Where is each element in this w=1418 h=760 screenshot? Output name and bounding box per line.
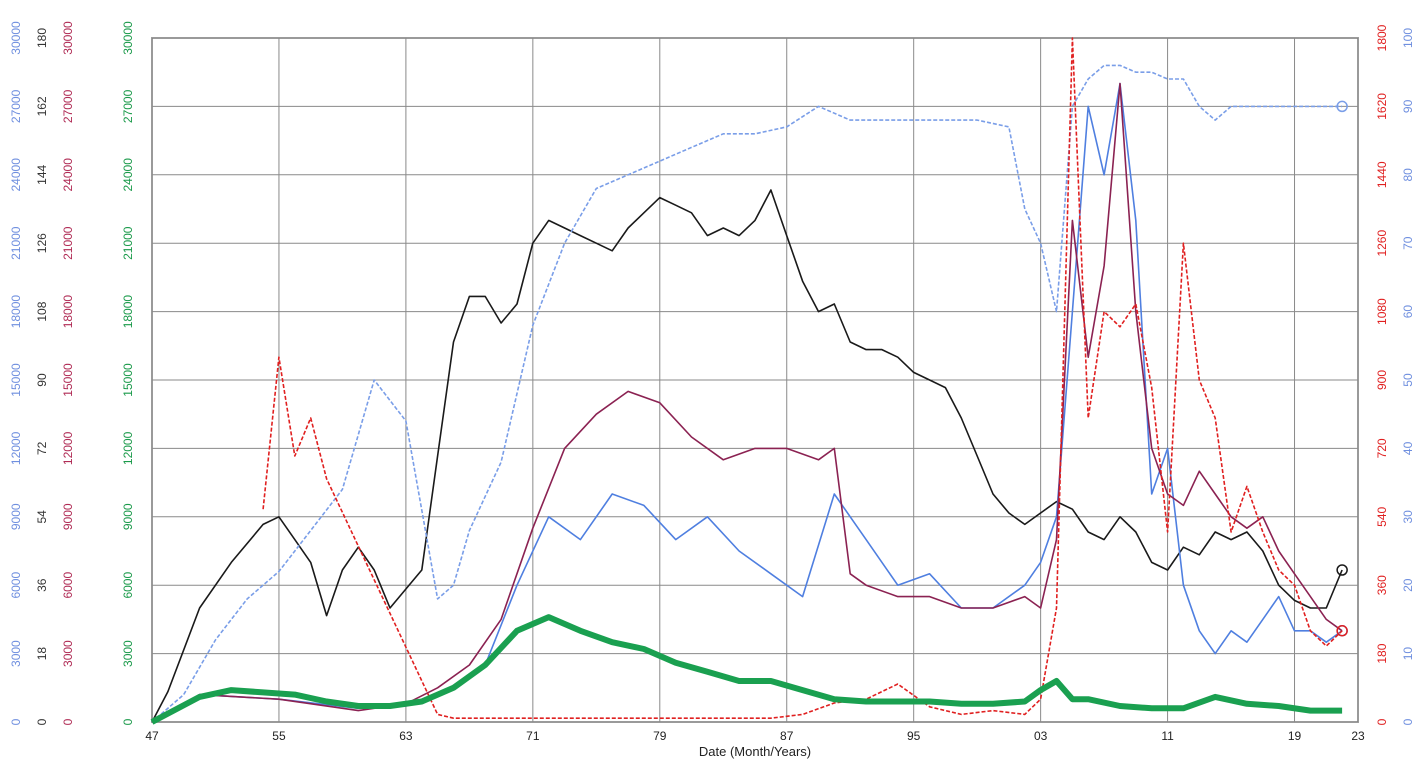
left-axis-tick-label: 0: [61, 718, 75, 725]
series-end-marker-4: [1336, 625, 1348, 637]
left-axis-tick-label: 3000: [61, 640, 75, 667]
left-axis-tick-label: 9000: [9, 503, 23, 530]
right-axis-tick-label: 0: [1375, 718, 1389, 725]
right-axis-tick-label: 1260: [1375, 230, 1389, 257]
left-axis-tick-label: 6000: [61, 572, 75, 599]
left-axis-tick-label: 0: [121, 718, 135, 725]
right-axis-tick-label: 70: [1401, 236, 1415, 250]
left-axis-tick-label: 15000: [9, 363, 23, 397]
left-axis-tick-label: 3000: [9, 640, 23, 667]
left-axis-tick-label: 21000: [121, 226, 135, 260]
series-line-1: [151, 64, 1343, 723]
left-axis-tick-label: 54: [35, 510, 49, 524]
right-axis-tick-label: 1080: [1375, 298, 1389, 325]
left-axis-tick-label: 18: [35, 647, 49, 661]
right-axis-tick-label: 720: [1375, 438, 1389, 458]
right-axis-tick-label: 1440: [1375, 161, 1389, 188]
left-axis-tick-label: 24000: [9, 158, 23, 192]
left-axis-tick-label: 0: [9, 718, 23, 725]
series-layer: [150, 37, 1348, 725]
left-axis-tick-label: 18000: [121, 295, 135, 329]
left-axis-tick-label: 18000: [9, 295, 23, 329]
x-tick-label: 71: [526, 729, 540, 743]
left-axis-tick-label: 6000: [121, 572, 135, 599]
left-axis-tick-label: 15000: [121, 363, 135, 397]
left-axis-tick-label: 144: [35, 164, 49, 184]
series-end-marker-1: [1336, 100, 1348, 113]
series-line-5: [150, 614, 1343, 725]
right-axes: 0 180 360 540 720 900 1080 1260 1440 1620 1800 0 10 2…: [1375, 24, 1415, 725]
right-axis-tick-label: 90: [1401, 99, 1415, 113]
left-axis-tick-label: 36: [35, 578, 49, 592]
left-axis-tick-label: 27000: [121, 89, 135, 123]
left-axis-tick-label: 24000: [61, 158, 75, 192]
x-axis-label: Date (Month/Years): [699, 744, 811, 759]
left-axis-tick-label: 12000: [121, 431, 135, 465]
series-end-marker-0: [1336, 564, 1348, 576]
left-axis-tick-label: 21000: [61, 226, 75, 260]
right-axis-tick-label: 10: [1401, 647, 1415, 661]
right-axis-tick-label: 1800: [1375, 24, 1389, 51]
left-axis-tick-label: 162: [35, 96, 49, 116]
left-axis-tick-label: 27000: [9, 89, 23, 123]
left-axis-tick-label: 12000: [9, 431, 23, 465]
x-tick-label: 03: [1034, 729, 1048, 743]
series-line-0: [151, 189, 1343, 723]
x-tick-label: 95: [907, 729, 921, 743]
left-axis-tick-label: 9000: [61, 503, 75, 530]
left-axis-tick-label: 0: [35, 718, 49, 725]
series-line-3: [151, 82, 1343, 723]
right-axis-tick-label: 80: [1401, 168, 1415, 182]
x-axis: 47 55 63 71 79 87 95 03 11 19 23: [145, 729, 1365, 743]
right-axis-tick-label: 60: [1401, 305, 1415, 319]
left-axis-tick-label: 15000: [61, 363, 75, 397]
right-axis-tick-label: 180: [1375, 643, 1389, 663]
left-axis-tick-label: 90: [35, 373, 49, 387]
left-axis-tick-label: 108: [35, 301, 49, 321]
left-axis-tick-label: 27000: [61, 89, 75, 123]
right-axis-tick-label: 40: [1401, 441, 1415, 455]
right-axis-tick-label: 540: [1375, 506, 1389, 526]
grid: [151, 37, 1359, 723]
x-tick-label: 55: [272, 729, 286, 743]
right-axis-tick-label: 30: [1401, 510, 1415, 524]
x-tick-label: 79: [653, 729, 667, 743]
right-axis-tick-label: 50: [1401, 373, 1415, 387]
right-axis-tick-label: 20: [1401, 578, 1415, 592]
left-axis-tick-label: 3000: [121, 640, 135, 667]
left-axis-tick-label: 6000: [9, 572, 23, 599]
series-line-4: [262, 37, 1343, 720]
x-tick-label: 19: [1288, 729, 1302, 743]
left-axis-tick-label: 126: [35, 233, 49, 253]
left-axis-tick-label: 72: [35, 441, 49, 455]
x-tick-label: 63: [399, 729, 413, 743]
right-axis-tick-label: 1620: [1375, 93, 1389, 120]
right-axis-tick-label: 360: [1375, 575, 1389, 595]
left-axis-tick-label: 18000: [61, 295, 75, 329]
left-axis-tick-label: 30000: [121, 21, 135, 55]
right-axis-tick-label: 0: [1401, 718, 1415, 725]
x-tick-label: 47: [145, 729, 159, 743]
left-axis-tick-label: 30000: [9, 21, 23, 55]
left-axis-tick-label: 180: [35, 28, 49, 48]
x-tick-label: 23: [1351, 729, 1365, 743]
right-axis-tick-label: 900: [1375, 370, 1389, 390]
left-axis-tick-label: 21000: [9, 226, 23, 260]
left-axis-tick-label: 12000: [61, 431, 75, 465]
x-tick-label: 11: [1161, 729, 1174, 743]
left-axis-tick-label: 9000: [121, 503, 135, 530]
left-axis-tick-label: 24000: [121, 158, 135, 192]
left-axes: 0300060009000120001500018000210002400027…: [9, 21, 135, 725]
left-axis-tick-label: 30000: [61, 21, 75, 55]
right-axis-tick-label: 100: [1401, 28, 1415, 48]
x-tick-label: 87: [780, 729, 794, 743]
